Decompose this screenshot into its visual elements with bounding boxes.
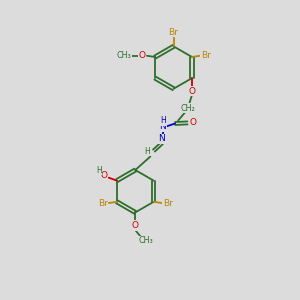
Text: H: H <box>145 147 150 156</box>
Text: N: N <box>158 134 165 143</box>
Text: Br: Br <box>201 51 211 60</box>
Text: H: H <box>160 116 166 125</box>
Text: O: O <box>139 51 146 60</box>
Text: H: H <box>96 166 101 175</box>
Text: CH₃: CH₃ <box>139 236 153 245</box>
Text: Br: Br <box>98 199 108 208</box>
Text: O: O <box>190 118 197 127</box>
Text: N: N <box>159 122 166 131</box>
Text: O: O <box>132 221 139 230</box>
Text: O: O <box>100 171 107 180</box>
Text: Br: Br <box>169 28 178 37</box>
Text: CH₃: CH₃ <box>116 51 131 60</box>
Text: Br: Br <box>163 199 173 208</box>
Text: O: O <box>188 87 195 96</box>
Text: CH₂: CH₂ <box>180 104 195 113</box>
